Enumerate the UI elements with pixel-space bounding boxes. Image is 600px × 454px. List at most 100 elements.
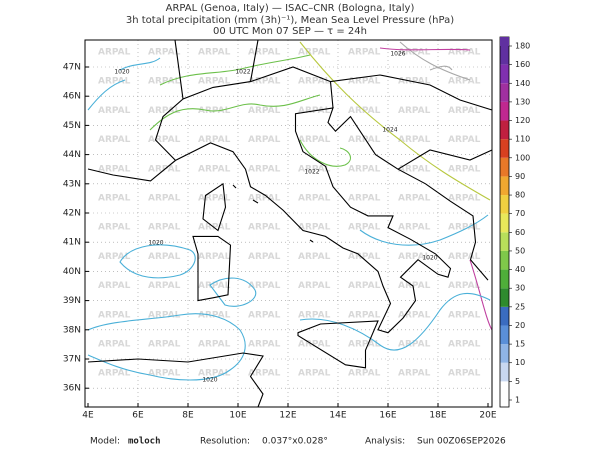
colorbar-segment [500,195,509,214]
isobar [379,47,493,331]
lat-label: 38N [63,325,81,335]
watermark: ARPAL [148,48,181,58]
watermark: ARPAL [98,281,131,291]
watermark: ARPAL [398,135,431,145]
watermark: ARPAL [248,252,281,262]
watermark: ARPAL [298,252,331,262]
watermark: ARPAL [248,77,281,87]
lat-label: 45N [63,121,81,131]
contour-label: 1020 [422,255,437,262]
lon-label: 20E [479,411,496,421]
colorbar-label: 50 [515,246,525,255]
footer-label: Analysis: [365,437,405,447]
colorbar-segment [500,288,509,307]
watermark: ARPAL [98,223,131,233]
africa-coast [87,352,264,408]
watermark: ARPAL [148,194,181,204]
lat-label: 40N [63,267,81,277]
colorbar-segment [500,250,509,270]
watermark: ARPAL [398,48,431,58]
watermark: ARPAL [148,281,181,291]
watermark: ARPAL [198,252,231,262]
watermark: ARPAL [348,77,381,87]
watermark: ARPAL [198,77,231,87]
contour-label: 1024 [382,127,397,134]
islets [232,184,314,243]
watermark: ARPAL [448,340,481,350]
watermark: ARPAL [348,369,381,379]
colorbar-label: 70 [515,209,525,218]
header-line: ARPAL (Genoa, Italy) — ISAC–CNR (Bologna… [166,3,415,14]
contour-label: 1020 [148,240,163,247]
watermark: ARPAL [398,164,431,174]
watermark: ARPAL [298,310,331,320]
watermark: ARPAL [98,164,131,174]
watermark: ARPAL [398,340,431,350]
isobar [299,139,351,167]
colorbar-label: 20 [515,321,525,330]
watermark: ARPAL [448,194,481,204]
watermark: ARPAL [298,340,331,350]
colorbar-label: 180 [515,42,530,51]
lon-label: 16E [379,411,396,421]
lat-label: 44N [63,150,81,160]
watermark: ARPAL [198,369,231,379]
lat-label: 46N [63,92,81,102]
lat-label: 47N [63,63,81,73]
watermark: ARPAL [98,77,131,87]
footer-value: Sun 00Z06SEP2026 [417,437,506,447]
colorbar-label: 1 [515,396,520,405]
colorbar-label: 100 [515,153,530,162]
watermark: ARPAL [198,340,231,350]
lon-label: 8E [182,411,194,421]
watermark: ARPAL [148,369,181,379]
footer-value: moloch [128,437,161,447]
colorbar-segment [500,344,509,363]
colorbar: 1510152025304050607080901001101201301401… [499,36,530,408]
watermark: ARPAL [348,223,381,233]
corsica [202,182,227,232]
watermark: ARPAL [148,252,181,262]
footer: Model: moloch Resolution: 0.037°x0.028° … [90,437,506,447]
colorbar-top [500,37,509,46]
lon-label: 18E [429,411,446,421]
watermark: ARPAL [98,310,131,320]
colorbar-segment [500,46,509,65]
watermark: ARPAL [398,223,431,233]
watermark: ARPAL [148,135,181,145]
contour-label: 1022 [235,69,250,76]
watermark: ARPAL [448,135,481,145]
colorbar-label: 90 [515,172,525,181]
isobars [87,41,493,381]
watermark: ARPAL [348,252,381,262]
colorbar-segment [500,64,509,84]
watermark: ARPAL [448,252,481,262]
watermark: ARPAL [398,369,431,379]
watermark: ARPAL [298,223,331,233]
colorbar-segment [500,362,509,382]
watermark: ARPAL [298,369,331,379]
lon-label: 6E [132,411,144,421]
footer-value: 0.037°x0.028° [262,437,328,447]
watermark: ARPAL [298,281,331,291]
watermark: ARPAL [198,310,231,320]
isobar [209,277,257,307]
colorbar-segment [500,101,509,121]
lat-label: 36N [63,384,81,394]
watermark: ARPAL [98,135,131,145]
colorbar-label: 110 [515,135,530,144]
header-line: 00 UTC Mon 07 SEP — τ = 24h [213,26,367,37]
colorbar-segment [500,120,509,140]
watermark: ARPAL [148,310,181,320]
contour-label: 1026 [390,51,405,58]
isobar [87,57,161,111]
map-frame [84,39,493,408]
contour-label: 1022 [304,169,319,176]
colorbar-label: 25 [515,302,525,311]
watermark: ARPAL [398,252,431,262]
contour-label: 1020 [114,69,129,76]
lat-label: 41N [63,238,81,248]
watermark: ARPAL [348,48,381,58]
colorbar-segment [500,139,509,158]
